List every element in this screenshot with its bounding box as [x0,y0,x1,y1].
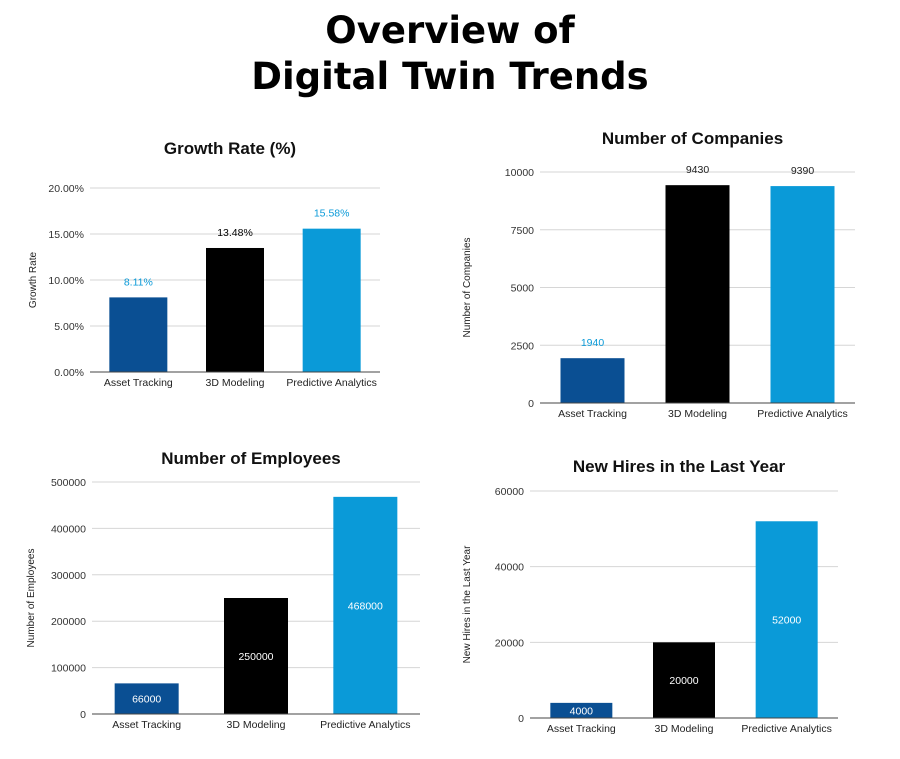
bar-predictive-analytics [333,496,398,714]
y-tick-label: 500000 [51,477,86,489]
number-of-employees-chart: Number of Employees 0 100000 200000 300000 40… [0,442,450,742]
chart-title: Growth Rate (%) [164,139,296,158]
main-title-line1: Overview of [325,9,575,52]
y-tick-label: 400000 [51,523,86,535]
y-tick-label: 10.00% [48,275,84,287]
y-tick-label: 20000 [495,637,524,649]
bar-3d-modeling [206,247,264,372]
number-of-companies-chart: Number of Companies 0 2500 5000 7500 10000 Num… [450,122,900,427]
bar-predictive-analytics [770,186,835,403]
y-tick-label: 0 [80,709,86,721]
growth-rate-chart: Growth Rate (%) 0.00% 5.00% 10.00% 15.00% 20.… [0,130,450,400]
main-title: Overview of Digital Twin Trends [0,8,900,100]
chart-title: Number of Employees [161,449,341,468]
bar-asset-tracking [109,297,168,372]
y-tick-label: 7500 [511,225,535,237]
y-axis-label: New Hires in the Last Year [462,545,473,664]
y-axis-label: Growth Rate [28,251,39,308]
growth-rate-chart-svg: Growth Rate (%) 0.00% 5.00% 10.00% 15.00% 20.… [28,139,380,389]
data-label: 250000 [238,651,273,663]
bar-asset-tracking [550,702,613,718]
chart-title: New Hires in the Last Year [573,457,786,476]
bar-asset-tracking [114,683,179,714]
y-tick-label: 0 [528,398,534,410]
x-tick-label: Asset Tracking [547,723,616,735]
y-axis-label: Number of Employees [26,549,37,648]
y-tick-label: 100000 [51,663,86,675]
new-hires-chart-svg: New Hires in the Last Year 0 20000 40000 600… [462,457,838,735]
bar-3d-modeling [665,185,730,403]
x-tick-label: Asset Tracking [112,719,181,731]
y-tick-label: 40000 [495,562,524,574]
data-label: 13.48% [217,227,253,239]
new-hires-chart: New Hires in the Last Year 0 20000 40000 600… [450,452,900,742]
y-tick-label: 5000 [511,283,535,295]
data-label: 52000 [772,615,801,627]
main-title-line2: Digital Twin Trends [251,55,649,98]
data-label: 1940 [581,337,605,349]
bar-predictive-analytics [755,521,818,718]
data-label: 4000 [570,705,594,717]
y-axis-label: Number of Companies [462,237,473,337]
data-label: 15.58% [314,208,350,220]
data-label: 9430 [686,164,710,176]
x-tick-label: Predictive Analytics [286,377,376,389]
y-tick-label: 15.00% [48,229,84,241]
y-tick-label: 60000 [495,486,524,498]
y-tick-label: 0 [518,713,524,725]
y-tick-label: 300000 [51,570,86,582]
x-tick-label: Asset Tracking [104,377,173,389]
bar-asset-tracking [560,358,625,403]
x-tick-label: Predictive Analytics [741,723,831,735]
data-label: 9390 [791,165,815,177]
x-tick-label: Predictive Analytics [757,408,847,420]
number-of-employees-chart-svg: Number of Employees 0 100000 200000 300000 40… [26,449,420,731]
data-label: 468000 [348,600,383,612]
y-tick-label: 200000 [51,616,86,628]
bar-predictive-analytics [302,228,361,372]
x-tick-label: Predictive Analytics [320,719,410,731]
bar-3d-modeling [224,598,288,714]
number-of-companies-chart-svg: Number of Companies 0 2500 5000 7500 10000 Num… [462,129,855,420]
chart-title: Number of Companies [602,129,783,148]
x-tick-label: 3D Modeling [227,719,286,731]
data-label: 8.11% [124,276,153,288]
y-tick-label: 0.00% [54,367,84,379]
y-tick-label: 5.00% [54,321,84,333]
y-tick-label: 20.00% [48,183,84,195]
x-tick-label: Asset Tracking [558,408,627,420]
data-label: 66000 [132,694,161,706]
x-tick-label: 3D Modeling [668,408,727,420]
y-tick-label: 10000 [505,167,534,179]
y-tick-label: 2500 [511,340,535,352]
bar-3d-modeling [653,642,715,718]
x-tick-label: 3D Modeling [206,377,265,389]
data-label: 20000 [669,675,698,687]
x-tick-label: 3D Modeling [655,723,714,735]
